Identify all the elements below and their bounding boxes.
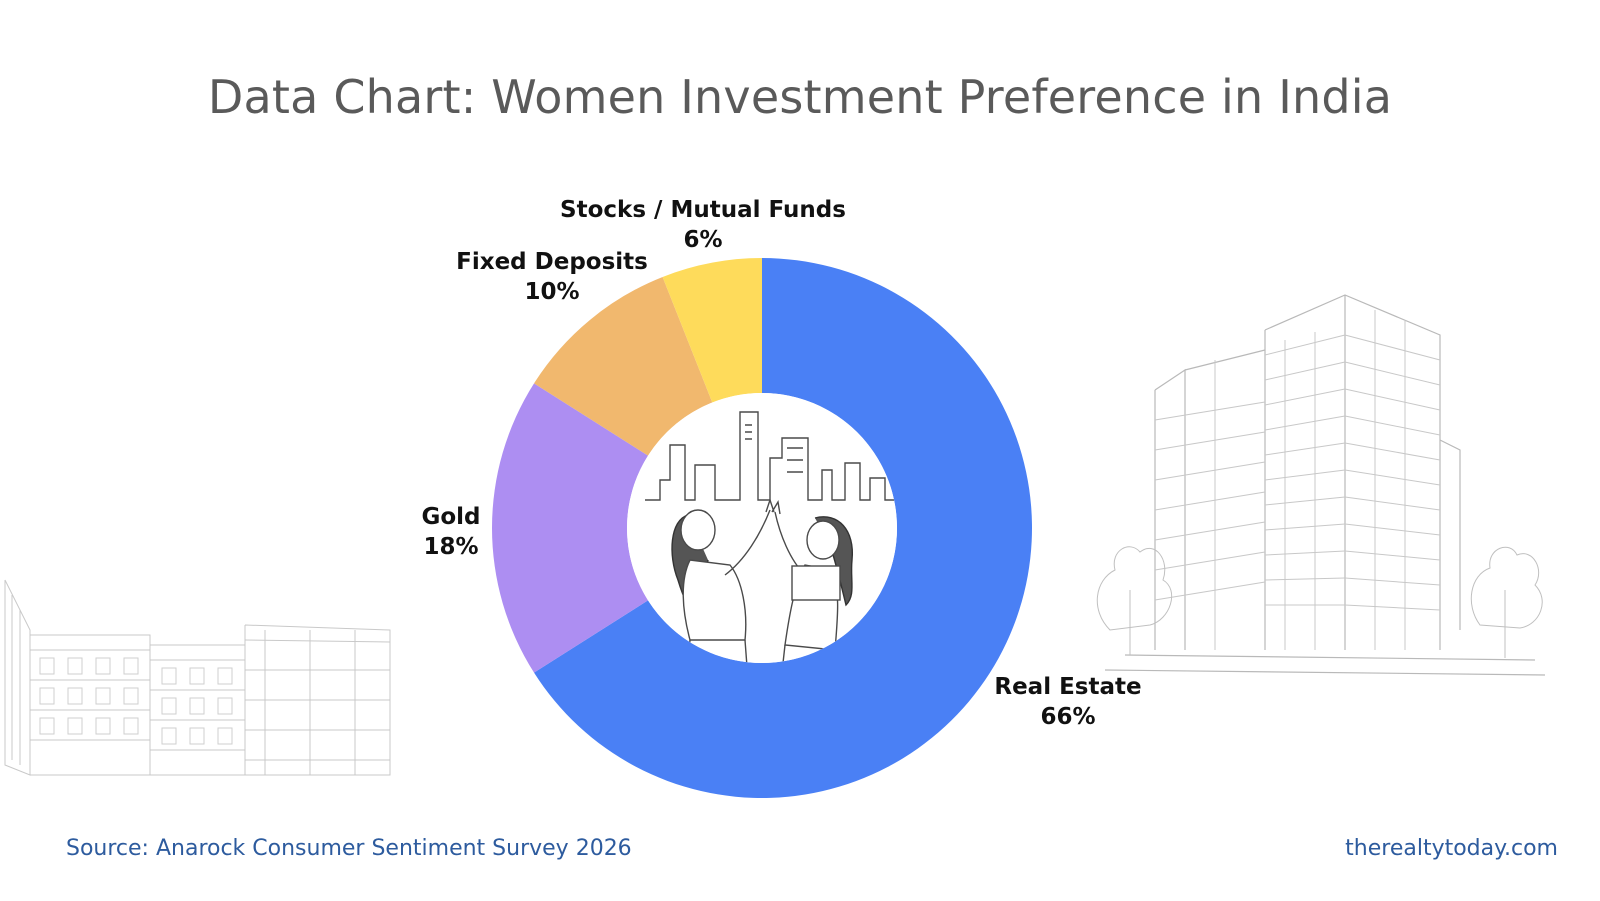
value-label-real-estate: 66% xyxy=(1040,704,1095,730)
slice-gold xyxy=(491,383,649,673)
label-fixed-deposits: Fixed Deposits xyxy=(456,249,648,275)
slice-real-estate xyxy=(534,258,1032,799)
chart-labels: Real Estate 66% Gold 18% Fixed Deposits 10% St… xyxy=(421,197,1141,730)
value-label-gold: 18% xyxy=(423,534,478,560)
right-building-sketch xyxy=(1096,294,1546,676)
value-label-fixed-deposits: 10% xyxy=(524,279,579,305)
site-link[interactable]: therealtytoday.com xyxy=(1345,836,1558,861)
label-real-estate: Real Estate xyxy=(994,674,1141,700)
slice-fixed-deposits xyxy=(534,276,713,456)
value-label-stocks-mutual-funds: 6% xyxy=(683,227,722,253)
source-caption: Source: Anarock Consumer Sentiment Surve… xyxy=(66,836,632,861)
slice-stocks-mutual-funds xyxy=(662,258,762,403)
label-gold: Gold xyxy=(421,504,480,530)
label-stocks-mutual-funds: Stocks / Mutual Funds xyxy=(560,197,846,223)
left-building-sketch xyxy=(4,579,391,776)
women-high-five-illustration xyxy=(645,411,897,663)
chart-title: Data Chart: Women Investment Preference … xyxy=(207,70,1393,124)
